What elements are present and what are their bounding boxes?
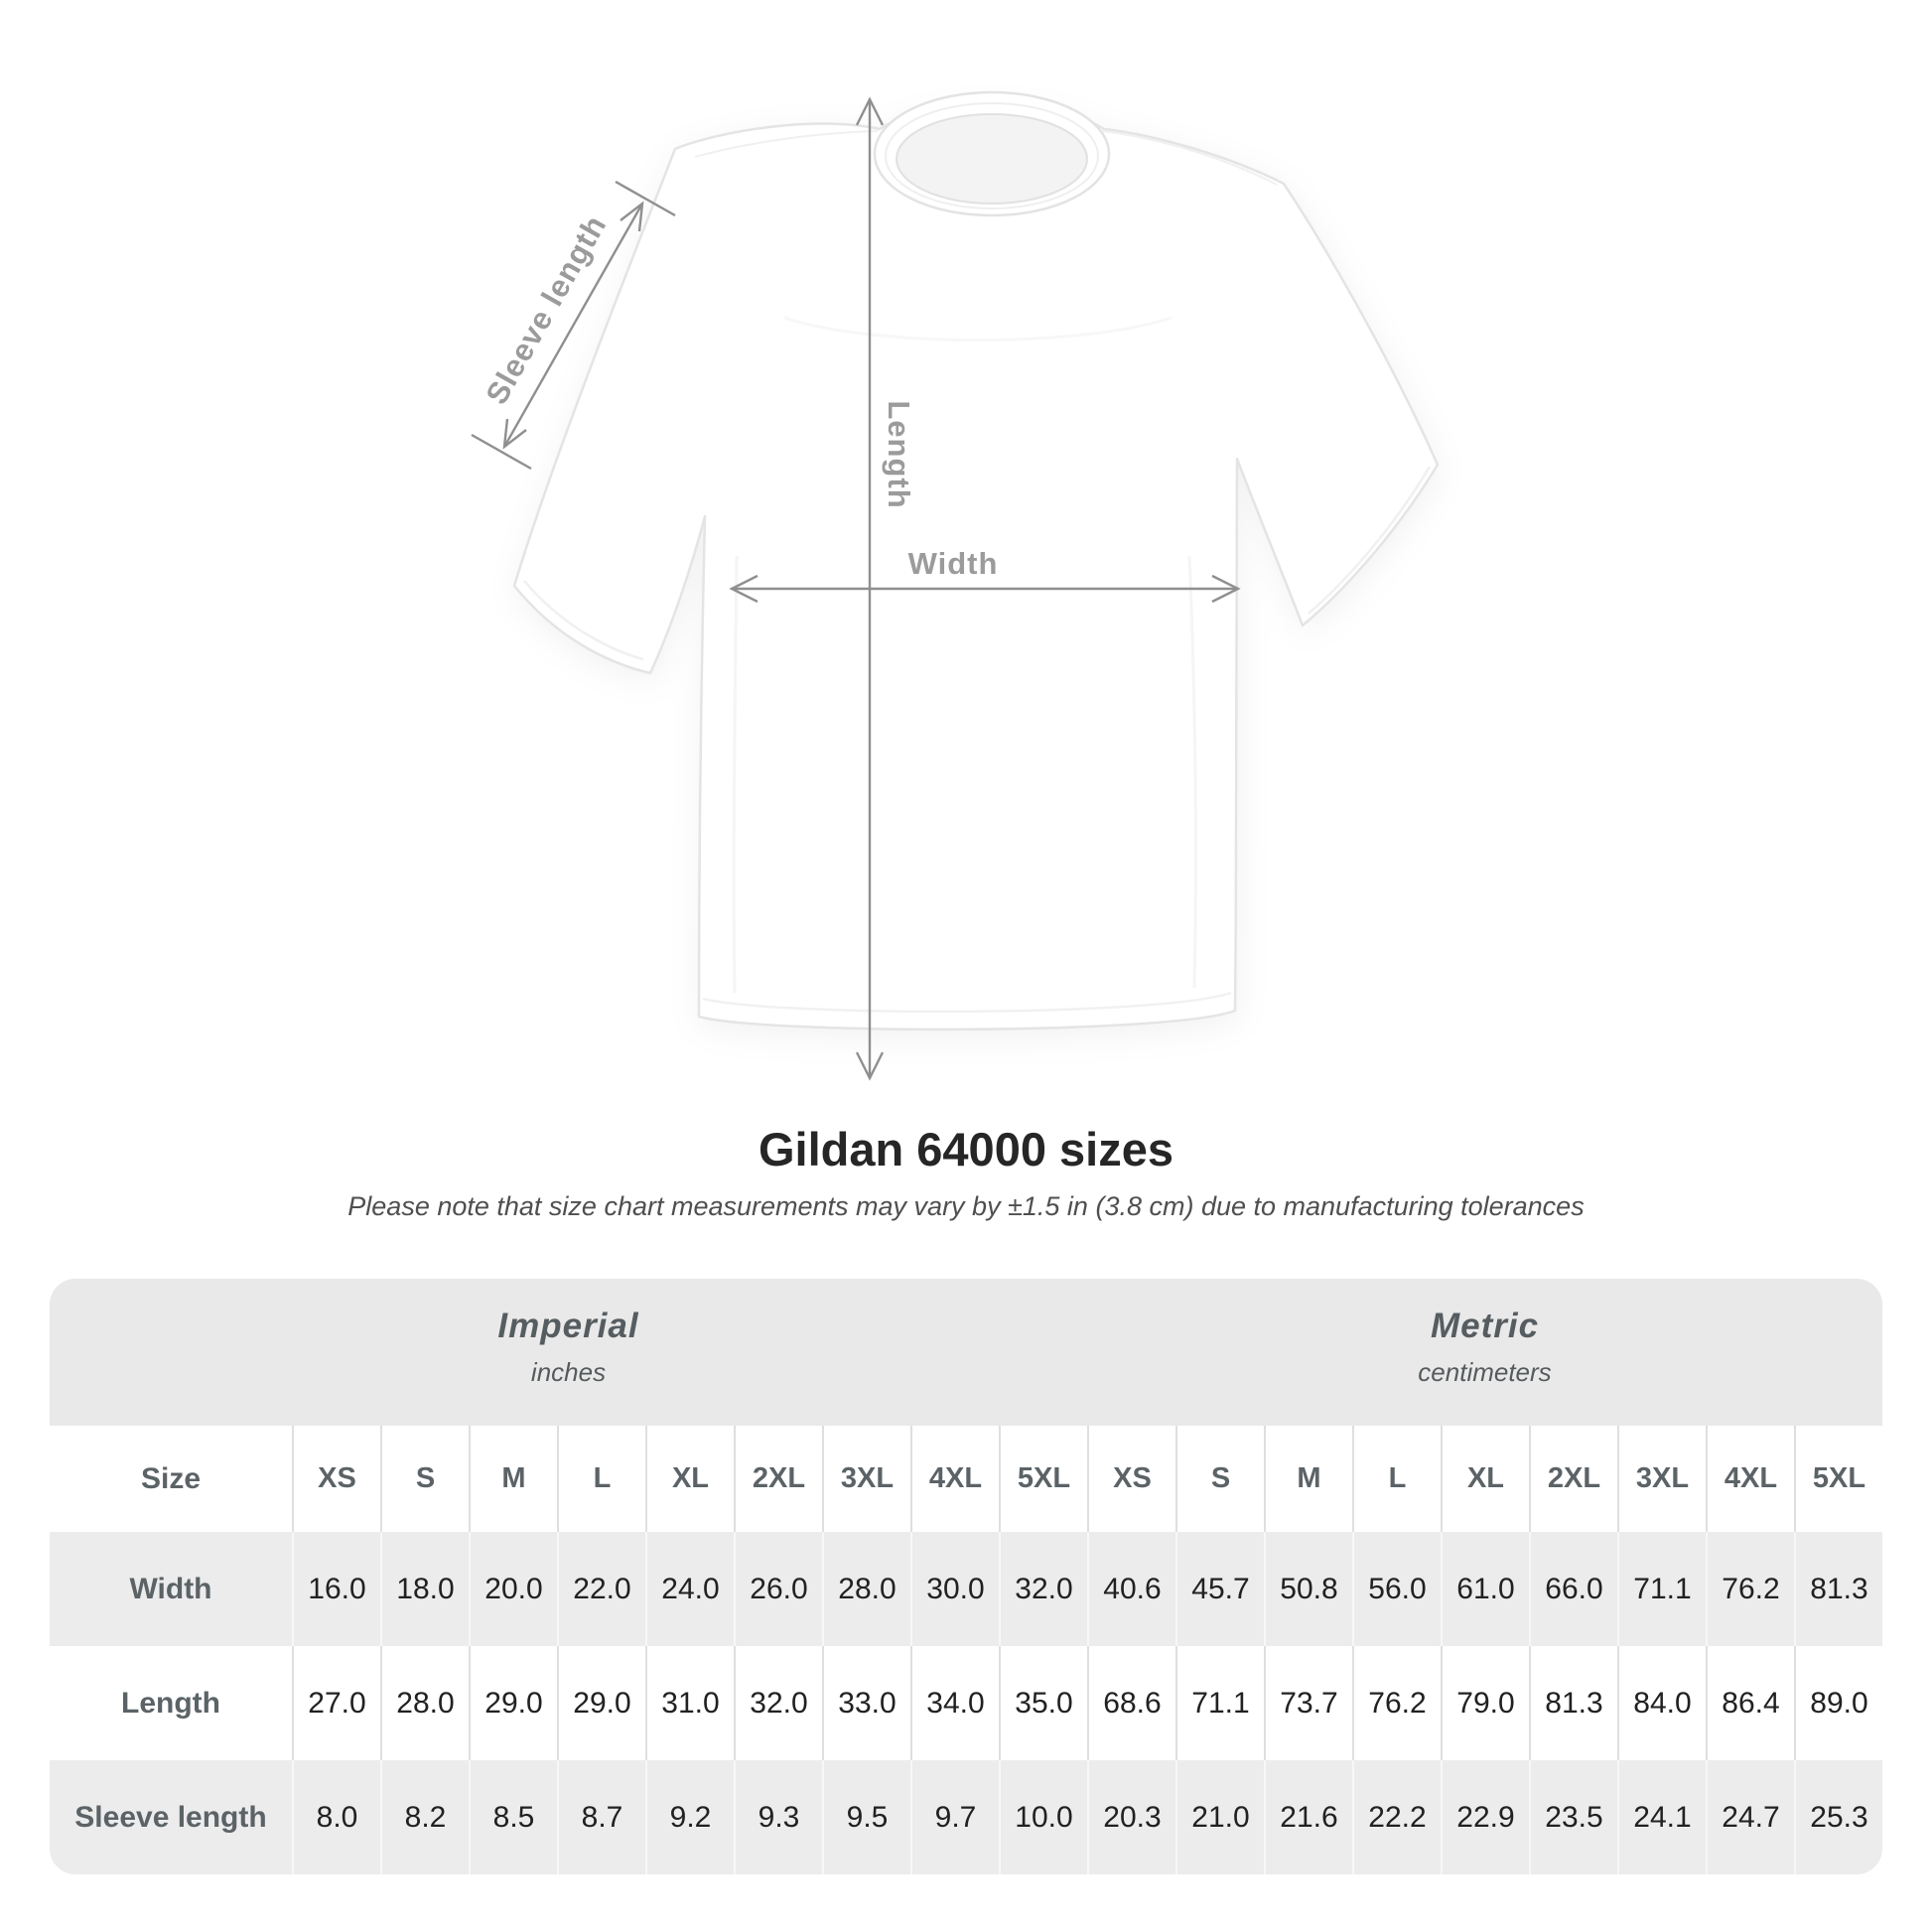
- unit-group-header: Imperial inches Metric centimeters: [50, 1279, 1882, 1426]
- metric-group-unit: centimeters: [1418, 1357, 1552, 1387]
- value-cell: 28.0: [822, 1532, 910, 1646]
- value-cell: 10.0: [999, 1760, 1087, 1874]
- size-header-imperial: S: [380, 1426, 469, 1532]
- title-block: Gildan 64000 sizes Please note that size…: [0, 1122, 1932, 1223]
- metric-group-title: Metric: [1430, 1307, 1540, 1345]
- tshirt-collar: [873, 90, 1111, 217]
- value-cell: 27.0: [292, 1646, 380, 1760]
- value-cell: 25.3: [1794, 1760, 1882, 1874]
- value-cell: 50.8: [1264, 1532, 1352, 1646]
- value-cell: 24.1: [1617, 1760, 1706, 1874]
- value-cell: 28.0: [380, 1646, 469, 1760]
- length-label: Length: [882, 400, 916, 508]
- value-cell: 71.1: [1175, 1646, 1264, 1760]
- value-cell: 9.2: [645, 1760, 734, 1874]
- value-cell: 22.9: [1441, 1760, 1529, 1874]
- value-cell: 8.5: [469, 1760, 557, 1874]
- size-table-grid: Size XS S M L XL 2XL 3XL 4XL 5XL XS S M L XL 2XL 3XL 4XL 5…: [50, 1426, 1882, 1874]
- value-cell: 8.0: [292, 1760, 380, 1874]
- size-header-metric: XL: [1441, 1426, 1529, 1532]
- value-cell: 20.0: [469, 1532, 557, 1646]
- tshirt-body-shape: [512, 103, 1440, 1032]
- value-cell: 84.0: [1617, 1646, 1706, 1760]
- unit-group-metric: Metric centimeters: [1087, 1307, 1882, 1398]
- value-cell: 26.0: [734, 1532, 822, 1646]
- value-cell: 20.3: [1087, 1760, 1175, 1874]
- value-cell: 45.7: [1175, 1532, 1264, 1646]
- value-cell: 73.7: [1264, 1646, 1352, 1760]
- size-header-imperial: 3XL: [822, 1426, 910, 1532]
- value-cell: 24.0: [645, 1532, 734, 1646]
- value-cell: 56.0: [1352, 1532, 1441, 1646]
- size-header-imperial: 5XL: [999, 1426, 1087, 1532]
- value-cell: 40.6: [1087, 1532, 1175, 1646]
- imperial-group-unit: inches: [530, 1357, 607, 1387]
- width-dimension-arrow: [729, 574, 1241, 604]
- value-cell: 8.7: [557, 1760, 645, 1874]
- value-cell: 68.6: [1087, 1646, 1175, 1760]
- value-cell: 89.0: [1794, 1646, 1882, 1760]
- value-cell: 76.2: [1706, 1532, 1794, 1646]
- imperial-group-title: Imperial: [497, 1307, 639, 1345]
- row-label: Length: [50, 1646, 292, 1760]
- value-cell: 29.0: [469, 1646, 557, 1760]
- value-cell: 34.0: [910, 1646, 999, 1760]
- value-cell: 9.3: [734, 1760, 822, 1874]
- size-chart-table: Imperial inches Metric centimeters Size X…: [50, 1279, 1882, 1874]
- value-cell: 18.0: [380, 1532, 469, 1646]
- value-cell: 9.7: [910, 1760, 999, 1874]
- size-header-imperial: XL: [645, 1426, 734, 1532]
- value-cell: 32.0: [999, 1532, 1087, 1646]
- unit-group-imperial: Imperial inches: [50, 1307, 1087, 1398]
- size-header-metric: M: [1264, 1426, 1352, 1532]
- value-cell: 22.0: [557, 1532, 645, 1646]
- sleeve-length-dimension-arrow: [471, 180, 676, 471]
- size-header-metric: 3XL: [1617, 1426, 1706, 1532]
- width-label: Width: [908, 546, 999, 581]
- value-cell: 61.0: [1441, 1532, 1529, 1646]
- value-cell: 33.0: [822, 1646, 910, 1760]
- size-header-imperial: L: [557, 1426, 645, 1532]
- size-header-metric: 5XL: [1794, 1426, 1882, 1532]
- value-cell: 8.2: [380, 1760, 469, 1874]
- value-cell: 76.2: [1352, 1646, 1441, 1760]
- tshirt-measurement-diagram: Sleeve length Length Width: [471, 90, 1440, 1081]
- value-cell: 71.1: [1617, 1532, 1706, 1646]
- value-cell: 35.0: [999, 1646, 1087, 1760]
- value-cell: 16.0: [292, 1532, 380, 1646]
- size-header-metric: 2XL: [1529, 1426, 1617, 1532]
- value-cell: 24.7: [1706, 1760, 1794, 1874]
- value-cell: 32.0: [734, 1646, 822, 1760]
- row-label: Width: [50, 1532, 292, 1646]
- value-cell: 22.2: [1352, 1760, 1441, 1874]
- size-header-metric: 4XL: [1706, 1426, 1794, 1532]
- value-cell: 29.0: [557, 1646, 645, 1760]
- size-header-imperial: 2XL: [734, 1426, 822, 1532]
- size-header-metric: XS: [1087, 1426, 1175, 1532]
- row-label: Sleeve length: [50, 1760, 292, 1874]
- size-header-imperial: 4XL: [910, 1426, 999, 1532]
- value-cell: 21.0: [1175, 1760, 1264, 1874]
- tshirt-seams: [523, 130, 1432, 1014]
- tshirt-graphic: [512, 103, 1440, 1032]
- value-cell: 66.0: [1529, 1532, 1617, 1646]
- size-column-header: Size: [50, 1426, 292, 1532]
- value-cell: 79.0: [1441, 1646, 1529, 1760]
- value-cell: 86.4: [1706, 1646, 1794, 1760]
- size-header-imperial: M: [469, 1426, 557, 1532]
- page-subtitle: Please note that size chart measurements…: [347, 1191, 1585, 1221]
- value-cell: 21.6: [1264, 1760, 1352, 1874]
- size-header-metric: L: [1352, 1426, 1441, 1532]
- value-cell: 31.0: [645, 1646, 734, 1760]
- page-title: Gildan 64000 sizes: [758, 1123, 1174, 1175]
- value-cell: 81.3: [1529, 1646, 1617, 1760]
- value-cell: 81.3: [1794, 1532, 1882, 1646]
- value-cell: 9.5: [822, 1760, 910, 1874]
- size-header-metric: S: [1175, 1426, 1264, 1532]
- value-cell: 30.0: [910, 1532, 999, 1646]
- size-header-imperial: XS: [292, 1426, 380, 1532]
- value-cell: 23.5: [1529, 1760, 1617, 1874]
